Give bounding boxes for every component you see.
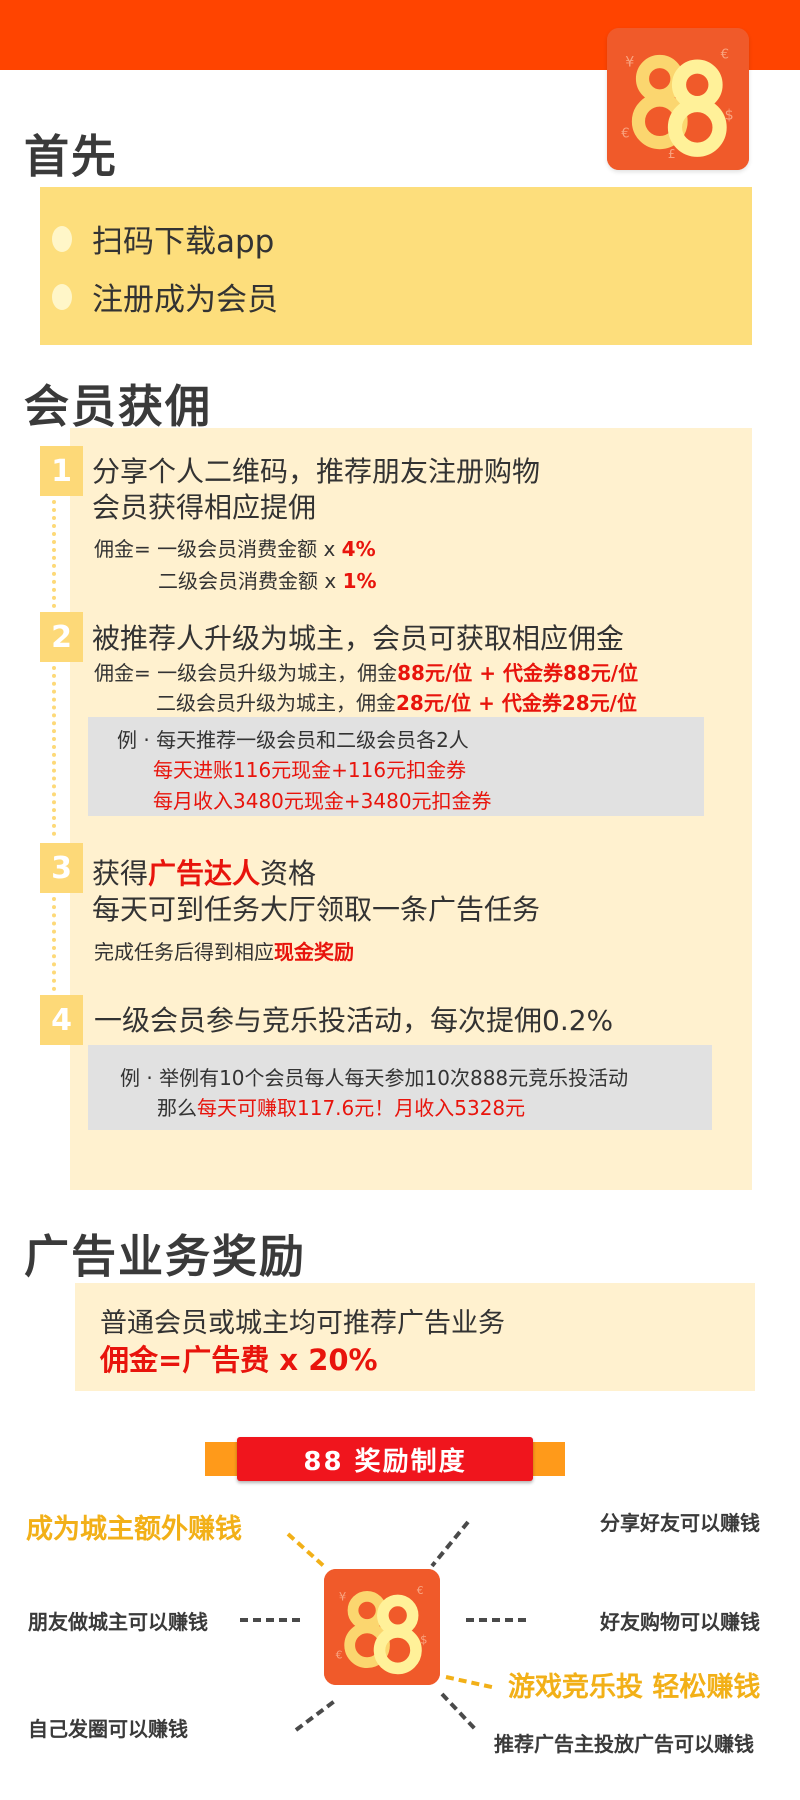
svg-text:£: £ <box>668 147 676 161</box>
formula-text: 二级会员升级为城主，佣金 <box>156 691 396 715</box>
reward-friend-shopping: 好友购物可以赚钱 <box>600 1610 760 1634</box>
step-connector-dotted <box>52 897 56 991</box>
app-logo-88: ¥ € € $ £ <box>607 28 749 170</box>
step1-formula-2: 二级会员消费金额 x 1% <box>158 565 377 594</box>
bullet-dot-icon <box>52 283 72 310</box>
step2-line1: 被推荐人升级为城主，会员可获取相应佣金 <box>92 622 625 655</box>
commission-rate: 4% <box>341 537 376 561</box>
step3-reward: 现金奖励 <box>274 940 354 964</box>
step4-example-line2: 那么每天可赚取117.6元！月收入5328元 <box>157 1092 525 1121</box>
intro-title: 首先 <box>24 130 119 183</box>
step-number-badge: 1 <box>40 446 83 496</box>
logo-88-icon: ¥ € € $ £ <box>607 28 749 170</box>
svg-text:¥: ¥ <box>339 1589 346 1603</box>
reward-advertiser: 推荐广告主投放广告可以赚钱 <box>494 1732 754 1756</box>
step4-example-line1: 例 · 举例有10个会员每人每天参加10次888元竞乐投活动 <box>120 1066 629 1090</box>
example-highlight: 每天可赚取117.6元！月收入5328元 <box>197 1096 526 1120</box>
ad-box <box>75 1283 755 1391</box>
reward-city-owner-extra: 成为城主额外赚钱 <box>26 1514 242 1545</box>
step2-example-intro: 例 · 每天推荐一级会员和二级会员各2人 <box>117 728 469 752</box>
step4-example-box <box>88 1045 712 1130</box>
formula-text: 佣金= 一级会员消费金额 x <box>94 537 342 561</box>
intro-box <box>40 187 752 345</box>
reward-game: 游戏竞乐投 轻松赚钱 <box>508 1672 761 1703</box>
step-number-badge: 4 <box>40 995 83 1045</box>
svg-text:€: € <box>621 127 629 142</box>
ad-title: 广告业务奖励 <box>24 1230 307 1283</box>
commission-value: 88元/位 + 代金券88元/位 <box>397 661 639 685</box>
svg-text:€: € <box>721 47 729 62</box>
step3-text: 资格 <box>260 857 317 890</box>
reward-share-friends: 分享好友可以赚钱 <box>600 1511 760 1535</box>
step2-formula-2: 二级会员升级为城主，佣金28元/位 + 代金券28元/位 <box>156 687 637 716</box>
step3-text: 完成任务后得到相应 <box>94 940 274 964</box>
step3-line2: 每天可到任务大厅领取一条广告任务 <box>92 893 541 926</box>
step1-line2: 会员获得相应提佣 <box>92 491 317 524</box>
step-number-badge: 2 <box>40 612 83 662</box>
step2-example-line1: 每天进账116元现金+116元扣金券 <box>153 758 467 782</box>
step1-line1: 分享个人二维码，推荐朋友注册购物 <box>92 455 541 488</box>
step-connector-dotted <box>52 666 56 836</box>
step3-line1: 获得广告达人资格 <box>92 852 316 892</box>
svg-text:€: € <box>336 1648 343 1661</box>
step2-formula-1: 佣金= 一级会员升级为城主，佣金88元/位 + 代金券88元/位 <box>94 657 638 686</box>
ad-commission: 佣金=广告费 x 20% <box>100 1343 378 1377</box>
step3-highlight: 广告达人 <box>148 857 261 890</box>
step1-formula-1: 佣金= 一级会员消费金额 x 4% <box>94 533 376 562</box>
step2-example-box <box>88 717 704 816</box>
example-text: 那么 <box>157 1096 197 1120</box>
commission-value: 28元/位 + 代金券28元/位 <box>396 691 637 715</box>
commission-title: 会员获佣 <box>24 380 213 433</box>
step-number-badge: 3 <box>40 843 83 893</box>
step3-text: 获得 <box>92 857 149 890</box>
center-logo-88: ¥ € € $ <box>324 1569 440 1685</box>
formula-text: 二级会员消费金额 x <box>158 569 343 593</box>
bullet-dot-icon <box>52 225 72 252</box>
commission-rate: 1% <box>342 569 377 593</box>
intro-item-label: 注册成为会员 <box>92 282 278 318</box>
step-connector-dotted <box>52 500 56 608</box>
svg-text:$: $ <box>420 1633 427 1647</box>
intro-item-label: 扫码下载app <box>92 224 275 260</box>
formula-text: 佣金= 一级会员升级为城主，佣金 <box>94 661 398 685</box>
ad-line1: 普通会员或城主均可推荐广告业务 <box>100 1308 505 1339</box>
step3-line3: 完成任务后得到相应现金奖励 <box>94 936 354 965</box>
step4-line1: 一级会员参与竞乐投活动，每次提佣0.2% <box>94 1004 614 1037</box>
svg-text:$: $ <box>725 107 734 123</box>
intro-item-download: 扫码下载app <box>52 216 274 261</box>
svg-text:€: € <box>417 1584 424 1597</box>
intro-item-register: 注册成为会员 <box>52 274 278 319</box>
reward-self-post: 自己发圈可以赚钱 <box>28 1717 188 1741</box>
reward-friend-city-owner: 朋友做城主可以赚钱 <box>28 1610 208 1634</box>
logo-88-icon: ¥ € € $ <box>324 1569 440 1685</box>
step2-example-line2: 每月收入3480元现金+3480元扣金券 <box>153 789 492 813</box>
svg-text:¥: ¥ <box>625 55 634 71</box>
rewards-banner: 88 奖励制度 <box>237 1437 533 1481</box>
